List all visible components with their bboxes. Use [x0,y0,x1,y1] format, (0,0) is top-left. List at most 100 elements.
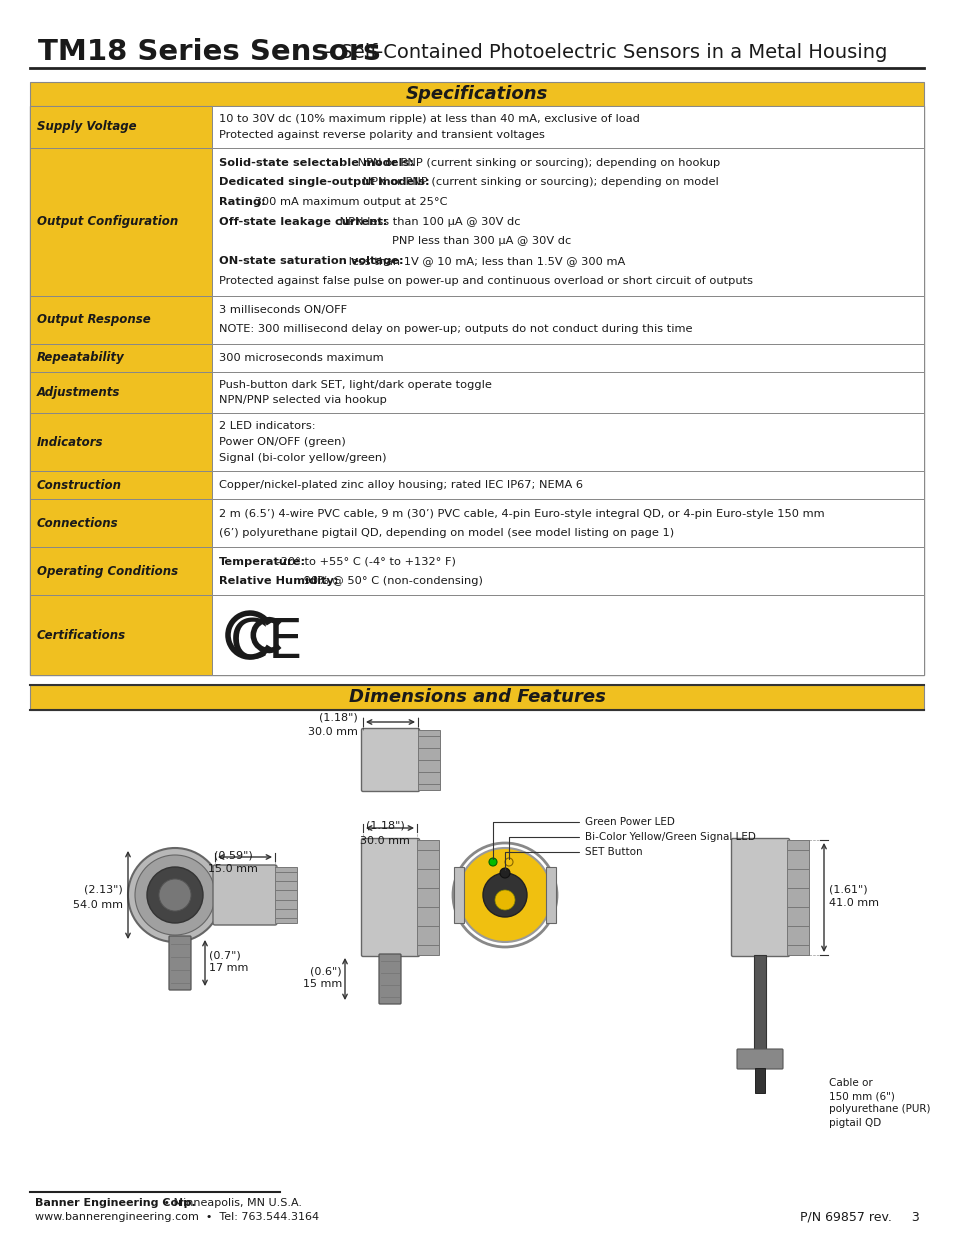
Text: – Self-Contained Photoelectric Sensors in a Metal Housing: – Self-Contained Photoelectric Sensors i… [317,42,886,62]
Bar [212,372,923,414]
Text: (0.6"): (0.6") [310,966,341,976]
Bar [212,295,923,343]
Bar [30,499,212,547]
Text: Banner Engineering Corp.: Banner Engineering Corp. [35,1198,195,1208]
Bar [30,685,923,710]
Text: NPN less than 100 μA @ 30V dc: NPN less than 100 μA @ 30V dc [335,217,520,227]
Text: Copper/nickel-plated zinc alloy housing; rated IEC IP67; NEMA 6: Copper/nickel-plated zinc alloy housing;… [219,480,582,490]
Bar [753,955,765,1050]
Text: less than 1V @ 10 mA; less than 1.5V @ 300 mA: less than 1V @ 10 mA; less than 1.5V @ 3… [345,256,625,267]
Text: Push-button dark SET, light/dark operate toggle: Push-button dark SET, light/dark operate… [219,379,492,389]
Text: Off-state leakage current:: Off-state leakage current: [219,217,387,227]
Text: NPN or PNP (current sinking or sourcing); depending on hookup: NPN or PNP (current sinking or sourcing)… [354,158,720,168]
Bar [212,106,923,148]
Text: Protected against reverse polarity and transient voltages: Protected against reverse polarity and t… [219,130,544,140]
Circle shape [499,868,510,878]
Bar [212,595,923,676]
FancyBboxPatch shape [213,864,276,925]
Text: -20° to +55° C (-4° to +132° F): -20° to +55° C (-4° to +132° F) [273,557,456,567]
Text: CE: CE [230,616,304,671]
Text: 15.0 mm: 15.0 mm [208,864,257,874]
Bar [30,472,212,499]
Circle shape [128,848,222,942]
Bar [212,472,923,499]
Text: Rating:: Rating: [219,198,266,207]
Text: 90% @ 50° C (non-condensing): 90% @ 50° C (non-condensing) [300,576,482,585]
Text: Supply Voltage: Supply Voltage [37,121,136,133]
Circle shape [489,858,497,866]
FancyBboxPatch shape [361,729,419,792]
FancyBboxPatch shape [361,839,419,956]
Circle shape [457,848,552,942]
Text: 10 to 30V dc (10% maximum ripple) at less than 40 mA, exclusive of load: 10 to 30V dc (10% maximum ripple) at les… [219,114,639,124]
Text: (1.18"): (1.18") [319,713,357,722]
Text: Construction: Construction [37,479,122,492]
Text: Dimensions and Features: Dimensions and Features [348,688,605,706]
Text: Specifications: Specifications [405,85,548,103]
Text: Cable or
150 mm (6")
polyurethane (PUR)
pigtail QD: Cable or 150 mm (6") polyurethane (PUR) … [828,1078,929,1128]
Text: 30.0 mm: 30.0 mm [359,836,410,846]
Text: NPN or PNP (current sinking or sourcing); depending on model: NPN or PNP (current sinking or sourcing)… [358,178,718,188]
Text: PNP less than 300 μA @ 30V dc: PNP less than 300 μA @ 30V dc [392,236,571,247]
Bar [545,867,556,923]
Bar [786,840,808,955]
Text: Repeatability: Repeatability [37,351,125,364]
Bar [30,547,212,595]
Bar [30,343,212,372]
Bar [212,547,923,595]
Bar [212,148,923,295]
Text: Bi-Color Yellow/Green Signal LED: Bi-Color Yellow/Green Signal LED [509,832,755,860]
Text: 300 microseconds maximum: 300 microseconds maximum [219,352,383,363]
Text: NOTE: 300 millisecond delay on power-up; outputs do not conduct during this time: NOTE: 300 millisecond delay on power-up;… [219,324,692,335]
Text: Relative Humidity:: Relative Humidity: [219,576,338,585]
Bar [417,730,439,790]
Text: Temperature:: Temperature: [219,557,306,567]
Text: ON-state saturation voltage:: ON-state saturation voltage: [219,256,403,267]
Circle shape [147,867,203,923]
Text: Solid-state selectable models:: Solid-state selectable models: [219,158,414,168]
Text: (0.59"): (0.59") [213,850,253,860]
Bar [212,343,923,372]
Text: (2.13"): (2.13") [84,885,123,895]
Circle shape [482,873,526,918]
Text: 2 m (6.5’) 4-wire PVC cable, 9 m (30’) PVC cable, 4-pin Euro-style integral QD, : 2 m (6.5’) 4-wire PVC cable, 9 m (30’) P… [219,509,823,519]
Text: Output Configuration: Output Configuration [37,215,178,228]
Bar [30,595,212,676]
Text: NPN/PNP selected via hookup: NPN/PNP selected via hookup [219,395,387,405]
Circle shape [159,879,191,911]
Text: 15 mm: 15 mm [302,979,341,989]
Bar [30,148,212,295]
Bar [212,499,923,547]
Bar [30,295,212,343]
Text: (1.18"): (1.18") [365,821,404,831]
Bar [212,414,923,472]
Text: 54.0 mm: 54.0 mm [73,900,123,910]
Text: Green Power LED: Green Power LED [493,818,674,860]
Text: 30.0 mm: 30.0 mm [308,727,357,737]
Text: www.bannerengineering.com  •  Tel: 763.544.3164: www.bannerengineering.com • Tel: 763.544… [35,1212,319,1221]
Text: (6’) polyurethane pigtail QD, depending on model (see model listing on page 1): (6’) polyurethane pigtail QD, depending … [219,527,674,537]
Circle shape [504,858,513,866]
Bar [30,372,212,414]
Text: P/N 69857 rev.     3: P/N 69857 rev. 3 [800,1210,919,1224]
FancyBboxPatch shape [731,839,789,956]
Text: Protected against false pulse on power-up and continuous overload or short circu: Protected against false pulse on power-u… [219,275,752,285]
Circle shape [135,855,214,935]
Bar [30,106,212,148]
FancyBboxPatch shape [378,953,400,1004]
Text: 17 mm: 17 mm [209,963,248,973]
Text: 41.0 mm: 41.0 mm [828,898,878,908]
Bar [754,1068,764,1093]
Text: SET Button: SET Button [504,847,642,871]
Text: 300 mA maximum output at 25°C: 300 mA maximum output at 25°C [251,198,447,207]
Text: Signal (bi-color yellow/green): Signal (bi-color yellow/green) [219,453,386,463]
Text: (1.61"): (1.61") [828,884,866,894]
Bar [454,867,463,923]
Text: Connections: Connections [37,516,118,530]
Text: TM18 Series Sensors: TM18 Series Sensors [38,38,380,65]
Text: (0.7"): (0.7") [209,950,240,960]
Bar [30,106,923,676]
Text: Output Response: Output Response [37,314,151,326]
Text: Power ON/OFF (green): Power ON/OFF (green) [219,437,345,447]
Text: Operating Conditions: Operating Conditions [37,564,178,578]
